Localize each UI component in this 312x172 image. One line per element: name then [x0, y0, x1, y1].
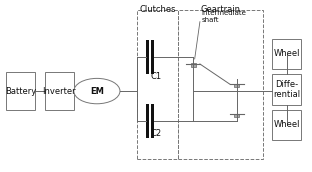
Bar [146, 40, 149, 74]
Bar [178, 10, 263, 159]
Text: Intermediate
shaft: Intermediate shaft [202, 10, 246, 23]
Bar [137, 10, 178, 159]
Text: C1: C1 [151, 72, 162, 81]
Text: Geartrain: Geartrain [201, 5, 241, 14]
Text: Clutches: Clutches [139, 5, 176, 14]
Bar [191, 63, 196, 67]
Bar [234, 84, 239, 87]
Bar [234, 114, 239, 117]
Text: Battery: Battery [5, 87, 37, 96]
Bar [151, 40, 154, 74]
Bar [272, 110, 301, 140]
Bar [151, 104, 154, 138]
Text: EM: EM [90, 87, 104, 96]
Text: Wheel: Wheel [274, 120, 300, 129]
Bar [272, 74, 301, 105]
Bar [6, 72, 35, 110]
Circle shape [74, 78, 120, 104]
Text: Wheel: Wheel [274, 49, 300, 58]
Bar [45, 72, 74, 110]
Text: Inverter: Inverter [42, 87, 76, 96]
Bar [146, 104, 149, 138]
Text: C2: C2 [151, 129, 162, 138]
Text: Diffe-
rential: Diffe- rential [273, 80, 300, 99]
Bar [272, 39, 301, 69]
